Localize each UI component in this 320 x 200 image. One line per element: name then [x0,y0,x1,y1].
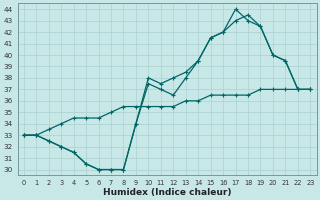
X-axis label: Humidex (Indice chaleur): Humidex (Indice chaleur) [103,188,231,197]
